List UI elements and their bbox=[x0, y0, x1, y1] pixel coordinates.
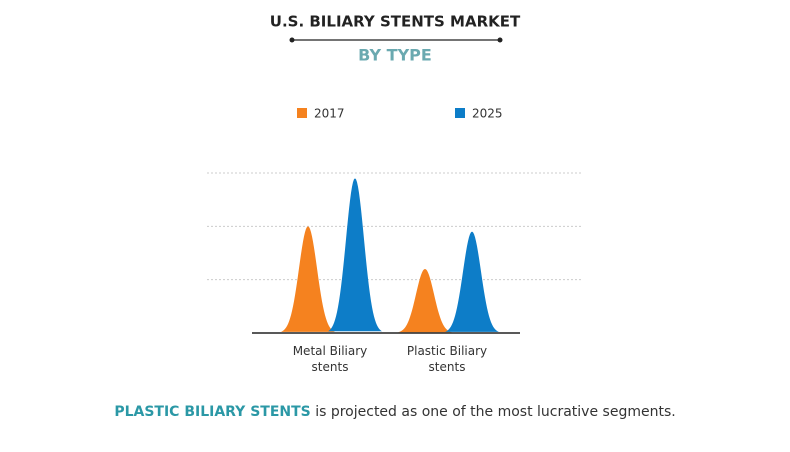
peak bbox=[398, 269, 452, 333]
x-tick-label: Plastic Biliary stents bbox=[406, 344, 488, 374]
rule-dot bbox=[497, 37, 503, 43]
footer: PLASTIC BILIARY STENTS is projected as o… bbox=[0, 404, 790, 420]
rule-dot bbox=[289, 37, 295, 43]
peak bbox=[328, 178, 382, 332]
peak bbox=[445, 231, 499, 332]
legend-swatch bbox=[297, 108, 307, 118]
peak bbox=[281, 226, 335, 332]
legend-label: 2017 bbox=[314, 107, 345, 121]
chart-subtitle: BY TYPE bbox=[358, 46, 432, 65]
legend-swatch bbox=[455, 108, 465, 118]
footer-highlight: PLASTIC BILIARY STENTS bbox=[114, 404, 311, 420]
footer-text: is projected as one of the most lucrativ… bbox=[315, 404, 676, 420]
chart-title: U.S. BILIARY STENTS MARKET bbox=[270, 13, 521, 31]
x-tick-label: Metal Biliary stents bbox=[292, 344, 368, 374]
legend-label: 2025 bbox=[472, 107, 503, 121]
